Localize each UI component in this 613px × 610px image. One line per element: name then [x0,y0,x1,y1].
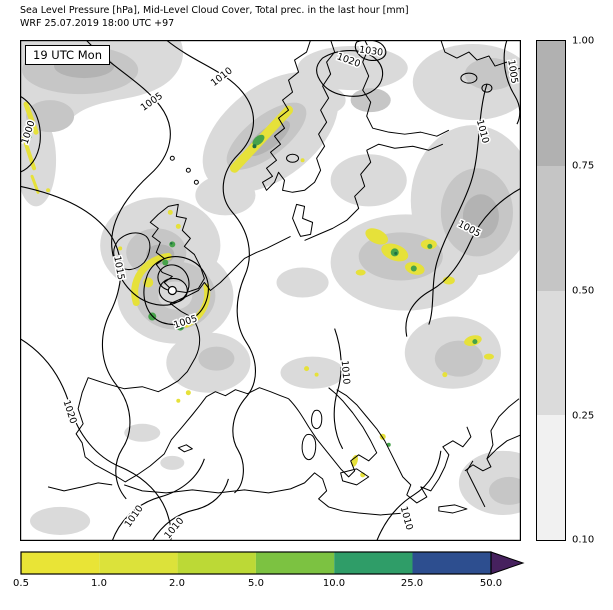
cloud-colorbar: 1.00 0.75 0.50 0.25 0.10 [536,36,611,546]
cloud-colorbar-segment [537,290,565,416]
low-pressure-center-marker [167,285,177,296]
cloud-colorbar-tick: 0.50 [572,285,595,297]
weather-map: 1000 1005 1010 1020 1030 1005 1010 1005 … [15,39,548,543]
precip-colorbar-tick: 5.0 [248,578,264,589]
isobar-label: 1005 [505,59,519,84]
precip-colorbar-segment [412,552,491,574]
figure-subtitle: WRF 25.07.2019 18:00 UTC +97 [20,18,175,29]
cloud-colorbar-tick: 1.00 [572,35,595,47]
isobar-label: 1020 [61,399,79,425]
precip-colorbar-outline [20,551,492,575]
isobar-label: 1010 [162,516,186,541]
coastline-layer [47,39,522,516]
precip-colorbar-bar [20,551,525,575]
map-frame [20,40,521,541]
precip-colorbar-segment [21,552,100,574]
cloud-colorbar-segment [537,415,565,540]
precip-colorbar-tick: 1.0 [91,578,107,589]
figure-title: Sea Level Pressure [hPa], Mid-Level Clou… [20,5,409,16]
precip-colorbar-tick: 25.0 [400,578,424,589]
valid-time-label: 19 UTC Mon [25,45,110,65]
precip-colorbar-tick: 0.5 [13,578,29,589]
cloud-colorbar-tick: 0.75 [572,160,595,172]
cloud-colorbar-bar [536,40,566,541]
precip-colorbar-segment [255,552,335,574]
isobar-label: 1010 [339,360,352,385]
cloud-colorbar-tick: 0.25 [572,410,595,422]
precip-layer-dark-green [170,144,398,330]
precip-colorbar-segment [99,552,178,574]
isobar-layer [19,39,522,542]
precip-colorbar-extend-arrow [490,551,525,575]
precip-colorbar-segment [334,552,413,574]
isobar-label: 1030 [358,44,383,58]
precip-colorbar: 0.5 1.0 2.0 5.0 10.0 25.0 50.0 [13,551,580,599]
cloud-colorbar-segment [537,41,565,166]
cloud-colorbar-segment [537,165,565,291]
cloud-colorbar-tick: 0.10 [572,534,595,546]
isobar-label: 1010 [123,503,146,529]
map-panel: 19 UTC Mon [15,39,548,543]
precip-colorbar-tick: 50.0 [479,578,503,589]
isobar-label: 1010 [398,505,415,531]
precip-colorbar-tick: 10.0 [322,578,346,589]
precip-colorbar-tick: 2.0 [169,578,185,589]
precip-colorbar-segment [177,552,256,574]
